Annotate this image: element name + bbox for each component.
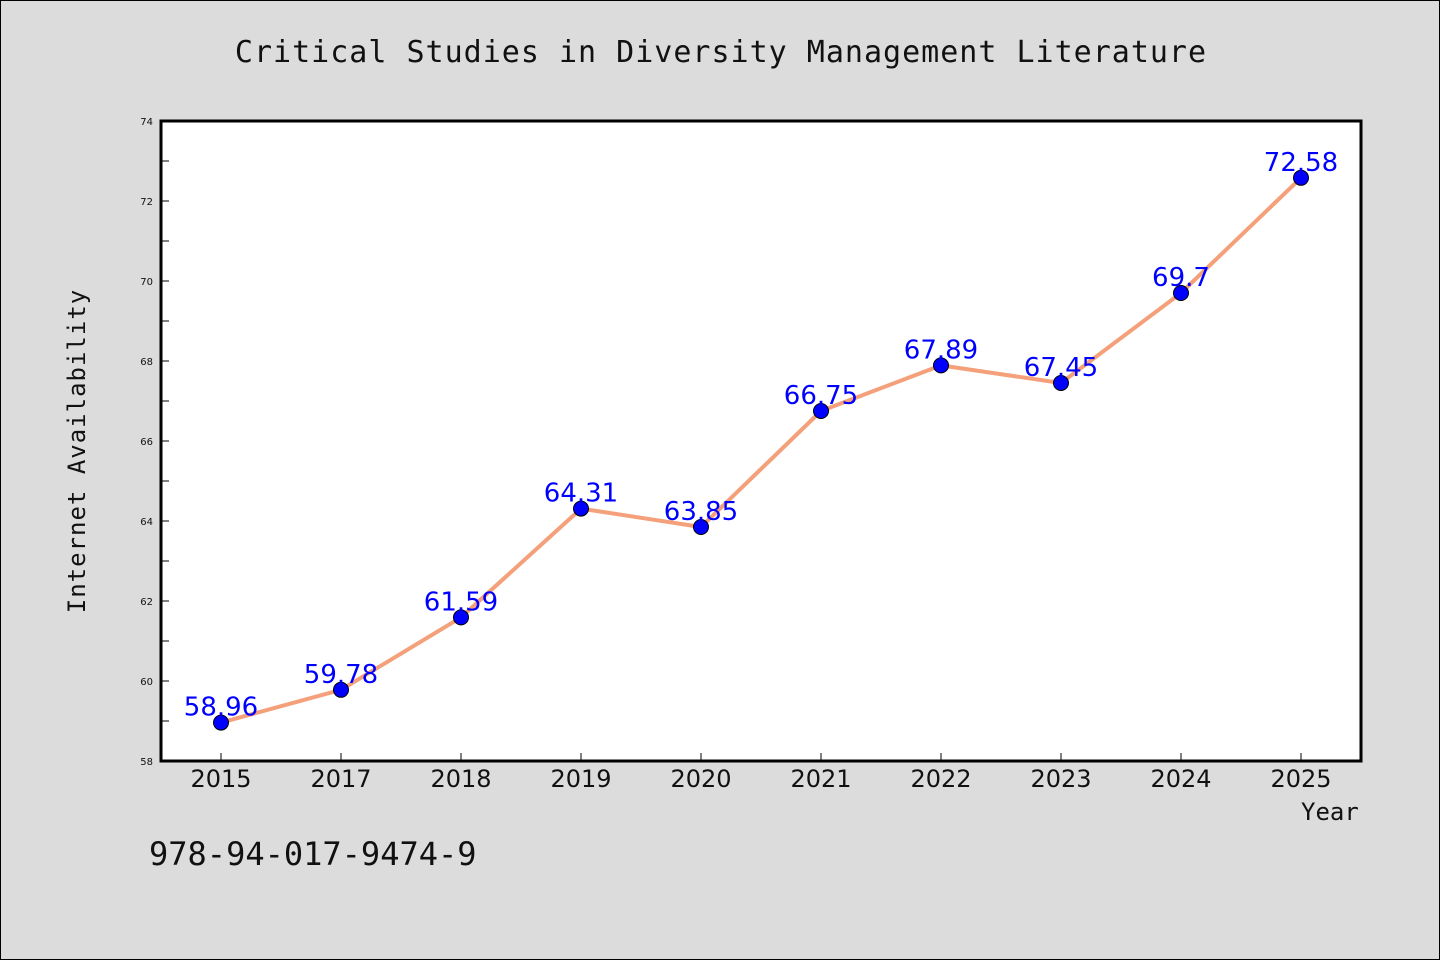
plot-frame bbox=[159, 119, 1363, 763]
x-tick-label: 2023 bbox=[1030, 765, 1091, 793]
x-tick-label: 2020 bbox=[670, 765, 731, 793]
chart-title: Critical Studies in Diversity Management… bbox=[234, 35, 1208, 70]
x-tick-label: 2017 bbox=[310, 765, 371, 793]
data-label: 67.45 bbox=[1024, 353, 1098, 383]
data-point bbox=[813, 403, 829, 419]
x-tick-label: 2015 bbox=[190, 765, 251, 793]
x-tick-label: 2024 bbox=[1150, 765, 1211, 793]
data-point bbox=[213, 714, 229, 731]
y-tick-label: 64 bbox=[140, 517, 153, 528]
y-tick-label: 62 bbox=[140, 597, 153, 608]
x-tick-label: 2018 bbox=[430, 765, 491, 793]
y-tick-label: 58 bbox=[140, 757, 153, 768]
x-axis-label: Year bbox=[1301, 798, 1359, 826]
data-label: 69.7 bbox=[1152, 263, 1210, 293]
data-point bbox=[1293, 169, 1309, 186]
data-label: 63.85 bbox=[664, 497, 738, 527]
data-label: 58.96 bbox=[184, 693, 258, 723]
x-tick-label: 2021 bbox=[790, 765, 851, 793]
x-axis: 2015 2017 2018 2019 2020 2021 2022 2023 2024 2025 bbox=[190, 753, 1332, 793]
data-point bbox=[573, 500, 589, 517]
data-label: 67.89 bbox=[904, 335, 978, 365]
x-tick-label: 2019 bbox=[550, 765, 611, 793]
data-point bbox=[1173, 285, 1189, 301]
data-point bbox=[453, 609, 469, 626]
x-tick-label: 2022 bbox=[910, 765, 971, 793]
data-labels: 58.96 59.78 61.59 64.31 63.85 66.75 67.89 67.45… bbox=[184, 148, 1338, 723]
isbn-code: 978-94-017-9474-9 bbox=[149, 835, 477, 873]
y-tick-label: 70 bbox=[140, 277, 153, 288]
data-label: 64.31 bbox=[544, 479, 618, 509]
data-point bbox=[933, 357, 949, 374]
data-point bbox=[693, 519, 709, 535]
data-label: 59.78 bbox=[304, 660, 378, 690]
data-label: 72.58 bbox=[1264, 148, 1338, 178]
y-tick-label: 74 bbox=[140, 117, 153, 128]
y-tick-label: 72 bbox=[140, 197, 153, 208]
data-label: 66.75 bbox=[784, 381, 858, 411]
series-line bbox=[219, 175, 1303, 725]
y-tick-label: 60 bbox=[140, 677, 153, 688]
x-tick-label: 2025 bbox=[1270, 765, 1331, 793]
markers bbox=[213, 169, 1309, 731]
data-point bbox=[1053, 375, 1069, 391]
y-tick-label: 68 bbox=[140, 357, 153, 368]
data-point bbox=[333, 681, 349, 698]
plot-area bbox=[161, 121, 1361, 761]
y-tick-label: 66 bbox=[140, 437, 153, 448]
data-label: 61.59 bbox=[424, 587, 498, 617]
